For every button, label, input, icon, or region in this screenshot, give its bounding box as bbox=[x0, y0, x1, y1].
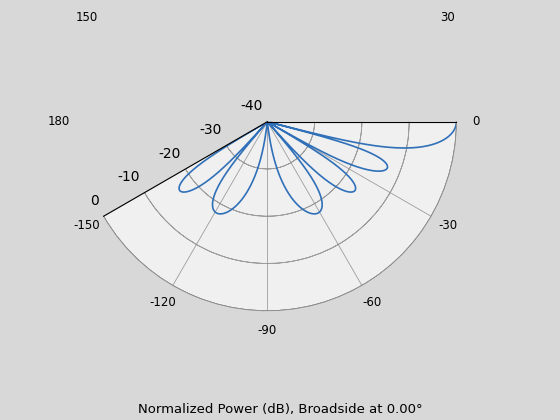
Text: Normalized Power (dB), Broadside at 0.00°: Normalized Power (dB), Broadside at 0.00… bbox=[138, 403, 422, 416]
